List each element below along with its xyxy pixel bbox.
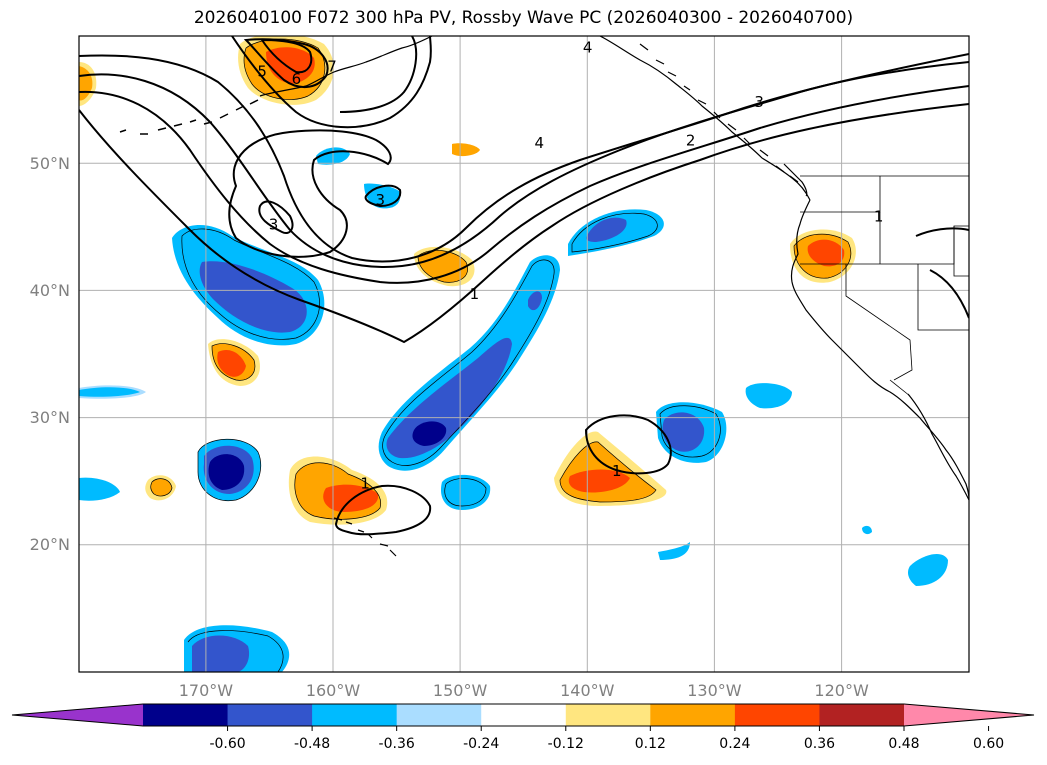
colorbar-tick-label: -0.36 xyxy=(379,736,415,752)
contour-label: 1 xyxy=(612,462,622,480)
colorbar-tick-label: -0.24 xyxy=(463,736,499,752)
colorbar-swatch xyxy=(565,704,651,726)
map-frame xyxy=(78,35,970,673)
contour-band-4 xyxy=(79,53,969,263)
lat-label: 30°N xyxy=(30,408,70,427)
colorbar-tick-label: -0.60 xyxy=(209,736,245,752)
lon-label: 160°W xyxy=(306,681,361,700)
negative-pv-anomalies xyxy=(79,147,948,672)
contour-label: 3 xyxy=(269,215,279,233)
pv-contours xyxy=(79,36,969,536)
contour-label: 2 xyxy=(686,131,696,149)
lat-label: 50°N xyxy=(30,154,70,173)
contour-label: 3 xyxy=(376,191,386,209)
political-borders xyxy=(800,175,969,397)
colorbar-swatch xyxy=(227,704,313,726)
longitude-labels: 170°W 160°W 150°W 140°W 130°W 120°W xyxy=(179,681,869,700)
colorbar-tick-label: 0.24 xyxy=(719,736,750,752)
pacific-northwest-coast xyxy=(790,199,969,501)
colorbar-swatch xyxy=(734,704,820,726)
contour-loop-3 xyxy=(228,129,392,258)
lon-label: 140°W xyxy=(560,681,615,700)
colorbar-high-extension xyxy=(904,704,1034,726)
colorbar-swatch xyxy=(396,704,482,726)
contour-label: 5 xyxy=(257,63,267,81)
contour-label: 1 xyxy=(360,475,370,493)
contour-closed-north xyxy=(231,36,432,129)
colorbar-swatch xyxy=(312,704,398,726)
lon-label: 170°W xyxy=(179,681,234,700)
contour-east-1 xyxy=(929,269,969,319)
contour-small-3 xyxy=(364,184,402,208)
contour-small-ne-3 xyxy=(258,200,294,234)
anomaly-outlines xyxy=(150,38,852,672)
latitude-labels: 20°N 30°N 40°N 50°N xyxy=(30,154,70,554)
lon-label: 150°W xyxy=(433,681,488,700)
colorbar-tick-label: -0.48 xyxy=(294,736,330,752)
lon-label: 130°W xyxy=(687,681,742,700)
colorbar-swatch xyxy=(819,704,905,726)
colorbar-tick-label: 0.48 xyxy=(888,736,919,752)
aleutian-islands xyxy=(119,99,259,135)
colorbar-tick-label: 0.36 xyxy=(804,736,835,752)
contour-label: 1 xyxy=(470,285,480,303)
colorbar-swatch xyxy=(650,704,736,726)
contour-north-3 xyxy=(339,36,418,113)
contour-loop-1-east xyxy=(584,414,672,475)
contour-east-1b xyxy=(915,227,969,237)
lat-label: 20°N xyxy=(30,535,70,554)
contour-label: 4 xyxy=(535,134,545,152)
colorbar-low-extension xyxy=(12,704,143,726)
map-title: 2026040100 F072 300 hPa PV, Rossby Wave … xyxy=(193,8,854,28)
coastlines xyxy=(119,36,969,557)
contour-loop-1-west xyxy=(334,484,432,536)
baja-california xyxy=(907,393,969,501)
contour-label: 3 xyxy=(754,93,764,111)
vancouver-island xyxy=(783,163,808,197)
colorbar-outline xyxy=(11,703,1035,727)
colorbar-tick-label: 0.12 xyxy=(635,736,666,752)
contour-label: 4 xyxy=(583,38,593,56)
alaska-panhandle xyxy=(599,36,811,201)
contour-label: 7 xyxy=(327,58,337,76)
colorbar-tick-label: 0.60 xyxy=(973,736,1004,752)
contour-outer-band xyxy=(79,103,969,344)
lon-label: 120°W xyxy=(814,681,869,700)
lat-label: 40°N xyxy=(30,281,70,300)
contour-label: 1 xyxy=(874,208,884,226)
contour-labels: 4 3 2 4 7 6 5 3 3 1 1 1 1 xyxy=(257,38,884,493)
colorbar-swatch xyxy=(481,704,567,726)
graticule xyxy=(79,36,969,672)
colorbar-tick-label: -0.12 xyxy=(548,736,584,752)
contour-band-2 xyxy=(79,85,969,284)
contour-label: 6 xyxy=(292,70,302,88)
colorbar-swatch xyxy=(143,704,229,726)
colorbar: -0.60 -0.48 -0.36 -0.24 -0.12 0.12 0.24 0.36 0.4… xyxy=(11,703,1035,752)
